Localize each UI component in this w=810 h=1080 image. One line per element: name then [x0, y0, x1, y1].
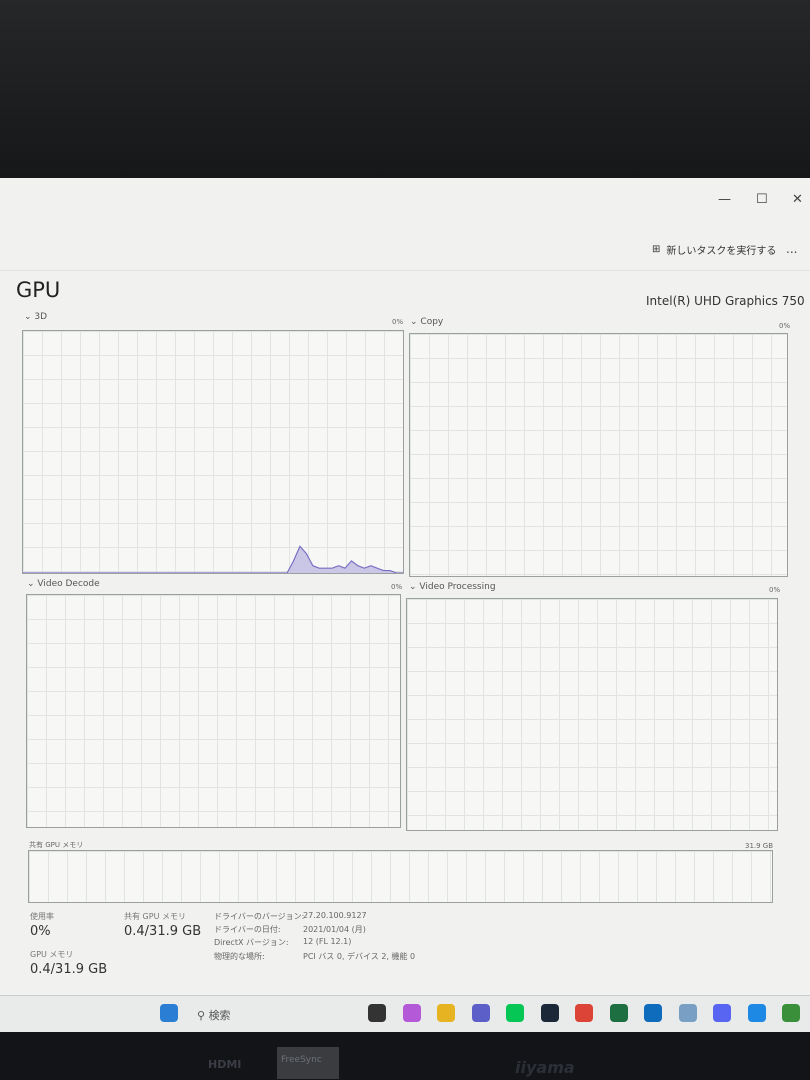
run-new-task-button[interactable]: ⊞ 新しいタスクを実行する [652, 242, 776, 257]
shared-memory-value: 0.4/31.9 GB [124, 924, 202, 939]
excel-icon[interactable] [609, 1004, 628, 1022]
start-icon[interactable] [160, 1004, 178, 1022]
search-icon: ⚲ [197, 1009, 206, 1022]
teams-icon[interactable] [471, 1004, 490, 1022]
usage-area [23, 546, 403, 573]
more-options-button[interactable]: ... [786, 242, 798, 256]
gpu-name: Intel(R) UHD Graphics 750 [646, 294, 805, 308]
steam-icon[interactable] [540, 1004, 559, 1022]
maximize-button[interactable]: ☐ [756, 192, 768, 207]
graph-video-decode [26, 594, 401, 828]
task-manager-window: — ☐ ✕ ⊞ 新しいタスクを実行する ... GPU Intel(R) UHD… [0, 178, 810, 995]
hdmi-logo: HDMI [208, 1058, 242, 1071]
graph-3d [22, 330, 404, 574]
monitor-bezel [0, 1032, 810, 1080]
graph-video-decode-selector[interactable]: ⌄ Video Decode [27, 579, 100, 589]
shared-memory-label: 共有 GPU メモリ [124, 912, 186, 921]
search-button[interactable]: ⚲ 検索 [197, 1007, 231, 1023]
monitor-brand-logo: iiyama [515, 1058, 575, 1077]
graph-video-processing-selector[interactable]: ⌄ Video Processing [409, 582, 496, 592]
copilot-icon[interactable] [402, 1004, 421, 1022]
graph-video-decode-value: 0% [391, 583, 403, 591]
taskbar: ⚲ 検索 [0, 995, 810, 1032]
graph-video-processing [406, 598, 778, 831]
directx-version-value: 12 (FL 12.1) [303, 937, 352, 946]
new-task-icon: ⊞ [652, 244, 661, 255]
physical-location-label: 物理的な場所: [214, 952, 265, 961]
utilization-label: 使用率 [30, 912, 54, 921]
divider [0, 270, 810, 271]
vscode-icon[interactable] [747, 1004, 766, 1022]
run-new-task-label: 新しいタスクを実行する [666, 246, 777, 257]
freesync-logo: FreeSync [277, 1047, 339, 1079]
graph-copy [409, 333, 788, 577]
driver-version-label: ドライバーのバージョン: [214, 912, 305, 921]
graph-label: Copy [420, 317, 444, 327]
usage-line [23, 545, 403, 573]
shared-memory-graph-max: 31.9 GB [745, 842, 774, 850]
task-view-icon[interactable] [368, 1004, 386, 1022]
utilization-value: 0% [30, 924, 51, 939]
graph-label: Video Decode [37, 579, 100, 589]
search-label: 検索 [208, 1009, 231, 1022]
background-above-monitor [0, 0, 810, 178]
line-icon[interactable] [506, 1004, 524, 1022]
graph-video-processing-value: 0% [769, 586, 781, 594]
photos-icon[interactable] [678, 1004, 697, 1022]
physical-location-value: PCI バス 0, デバイス 2, 機能 0 [303, 952, 416, 961]
driver-date-label: ドライバーの日付: [214, 925, 281, 934]
title-bar: — ☐ ✕ [0, 178, 810, 223]
graph-label: 3D [34, 312, 48, 322]
gpu-memory-label: GPU メモリ [30, 950, 74, 959]
graph-shared-memory [28, 850, 773, 903]
vim-icon[interactable] [782, 1004, 800, 1022]
graph-3d-value: 0% [392, 318, 404, 326]
driver-date-value: 2021/01/04 (月) [303, 925, 366, 934]
graph-3d-selector[interactable]: ⌄ 3D [24, 312, 48, 322]
discord-icon[interactable] [713, 1004, 731, 1022]
page-title: GPU [16, 278, 61, 302]
file-explorer-icon[interactable] [437, 1004, 455, 1022]
driver-version-value: 27.20.100.9127 [303, 911, 367, 920]
graph-label: Video Processing [419, 582, 496, 592]
minimize-button[interactable]: — [718, 192, 731, 207]
gpu-memory-value: 0.4/31.9 GB [30, 962, 108, 977]
close-button[interactable]: ✕ [792, 192, 803, 207]
graph-copy-value: 0% [779, 322, 791, 330]
outlook-icon[interactable] [644, 1004, 662, 1022]
directx-version-label: DirectX バージョン: [214, 938, 289, 947]
chrome-icon[interactable] [575, 1004, 593, 1022]
graph-copy-selector[interactable]: ⌄ Copy [410, 317, 444, 327]
shared-memory-graph-label: 共有 GPU メモリ [29, 841, 84, 849]
